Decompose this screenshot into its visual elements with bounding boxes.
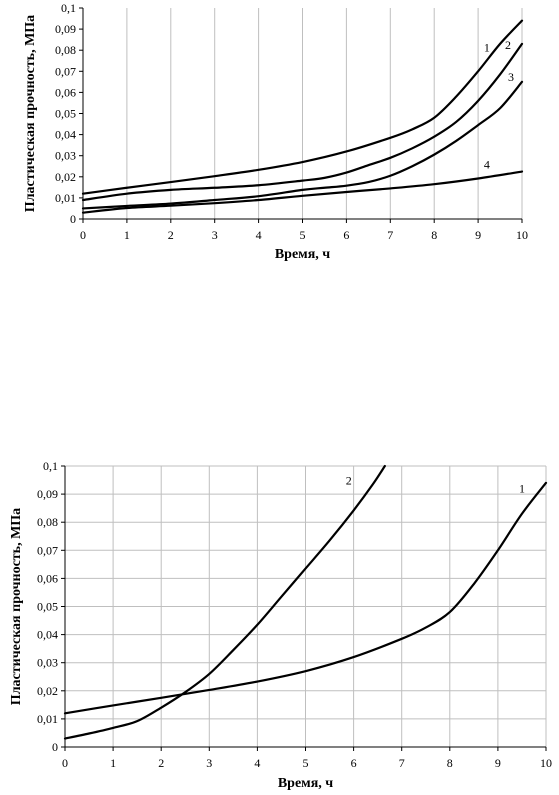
x-tick-label: 3 — [206, 756, 212, 770]
series-line-3 — [81, 80, 524, 210]
x-tick-label: 3 — [212, 228, 218, 242]
series-label-1: 1 — [484, 40, 490, 54]
x-tick-label: 6 — [343, 228, 349, 242]
y-tick-label: 0,02 — [55, 170, 76, 184]
y-tick-label: 0 — [70, 212, 76, 226]
y-tick-label: 0,06 — [37, 571, 58, 585]
y-tick-label: 0,08 — [37, 515, 58, 529]
x-tick-label: 4 — [254, 756, 260, 770]
x-axis-title: Время, ч — [275, 247, 330, 262]
y-tick-label: 0,03 — [37, 656, 58, 670]
x-tick-label: 2 — [158, 756, 164, 770]
x-tick-label: 10 — [540, 756, 552, 770]
x-tick-label: 10 — [516, 228, 528, 242]
chart-top: 0 1 2 3 4 5 6 7 8 9 10 0 0,01 0,02 0,03 0,04 0,05 0,06 0,0… — [23, 1, 528, 262]
y-tick-label: 0,07 — [37, 543, 58, 557]
x-tick-label: 6 — [351, 756, 357, 770]
y-tick-label: 0,05 — [55, 107, 76, 121]
series-label-2: 2 — [346, 473, 352, 487]
x-tick-label: 4 — [256, 228, 262, 242]
series-line-1 — [81, 19, 524, 195]
x-tick-label: 7 — [399, 756, 405, 770]
x-tick-label: 0 — [80, 228, 86, 242]
series-line-2 — [63, 464, 386, 740]
y-tick-label: 0,03 — [55, 149, 76, 163]
x-tick-label: 9 — [475, 228, 481, 242]
y-tick-label: 0,09 — [37, 487, 58, 501]
y-tick-label: 0,05 — [37, 600, 58, 614]
y-tick-label: 0,04 — [37, 628, 58, 642]
series-label-1: 1 — [519, 482, 525, 496]
y-tick-label: 0,01 — [37, 712, 58, 726]
x-tick-label: 5 — [303, 756, 309, 770]
y-tick-label: 0,08 — [55, 43, 76, 57]
x-tick-label: 5 — [300, 228, 306, 242]
x-tick-label: 8 — [431, 228, 437, 242]
x-axis-title: Время, ч — [278, 776, 333, 791]
series-label-2: 2 — [505, 38, 511, 52]
x-tick-label: 2 — [168, 228, 174, 242]
y-tick-label: 0,09 — [55, 22, 76, 36]
y-axis-title: Пластическая прочность, МПа — [9, 508, 24, 705]
x-tick-label: 8 — [447, 756, 453, 770]
y-tick-label: 0,1 — [43, 459, 58, 473]
y-tick-label: 0,06 — [55, 85, 76, 99]
series-line-2 — [81, 42, 524, 202]
y-tick-label: 0,1 — [61, 1, 76, 15]
chart-bottom: 0 1 2 3 4 5 6 7 8 9 10 0 0,01 0,02 0,03 0,04 0,05 0,06 0,0… — [9, 459, 552, 791]
x-tick-label: 1 — [124, 228, 130, 242]
x-tick-label: 0 — [62, 756, 68, 770]
y-tick-label: 0,02 — [37, 684, 58, 698]
x-tick-label: 1 — [110, 756, 116, 770]
y-tick-label: 0 — [52, 740, 58, 754]
x-tick-label: 7 — [387, 228, 393, 242]
x-tick-label: 9 — [495, 756, 501, 770]
y-tick-label: 0,01 — [55, 191, 76, 205]
series-label-4: 4 — [484, 157, 490, 171]
y-tick-label: 0,04 — [55, 128, 76, 142]
y-axis-title: Пластическая прочность, МПа — [23, 15, 38, 212]
series-line-4 — [81, 170, 524, 214]
series-label-3: 3 — [508, 70, 514, 84]
series-line-1 — [63, 481, 548, 715]
y-tick-label: 0,07 — [55, 64, 76, 78]
